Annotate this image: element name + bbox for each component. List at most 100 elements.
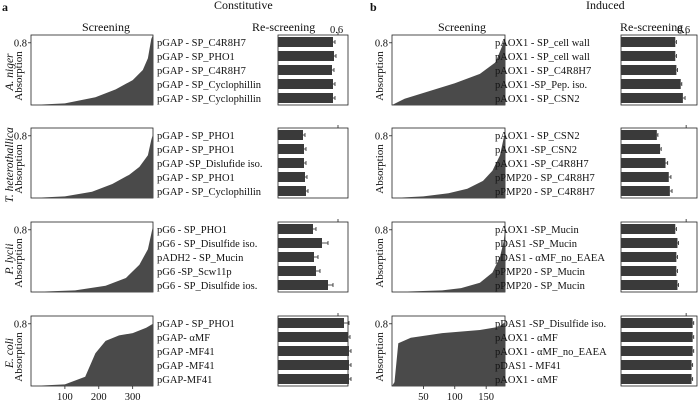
construct-label: pDAS1 - αMF_no_EAEA <box>495 253 605 264</box>
y-tick-label: 0.8 <box>14 131 27 142</box>
rescreen-bar <box>278 144 304 154</box>
y-tick-label: 0.8 <box>375 38 388 49</box>
rescreen-bar <box>278 266 316 276</box>
header-rescreening-right: Re-screening <box>620 20 683 34</box>
construct-label: pG6 -SP_Scw11p <box>157 267 232 278</box>
rescreen-bar <box>278 224 313 234</box>
organism-label-t-heterothallica: T. heterothallica <box>4 127 16 203</box>
y-tick-label: 0.8 <box>375 225 388 236</box>
rescreen-bar <box>621 360 692 370</box>
rescreen-bar <box>278 374 349 384</box>
construct-label: pGAP - SP_Cyclophillin <box>157 80 262 91</box>
y-tick-label: 0.8 <box>14 319 27 330</box>
rescreen-bar <box>278 172 305 182</box>
rescreen-bar <box>278 186 306 196</box>
construct-label: pAOX1 -SP_Pep. iso. <box>495 80 587 91</box>
rescreen-tick-right: 0.6 <box>677 25 690 36</box>
rescreen-bar <box>278 332 348 342</box>
screening-area-right-4 <box>392 322 505 386</box>
screening-area-left-4 <box>31 323 153 386</box>
construct-label: pG6 - SP_PHO1 <box>157 225 227 236</box>
construct-label: pAOX1 - SP_cell wall <box>495 38 590 49</box>
rescreen-bar <box>621 79 681 89</box>
construct-label: pAOX1 - αMF <box>495 333 558 344</box>
construct-label: pPMP20 - SP_Mucin <box>495 267 586 278</box>
header-rescreening-left: Re-screening <box>252 20 315 34</box>
construct-label: pGAP-MF41 <box>157 375 212 386</box>
rescreen-bar <box>621 93 683 103</box>
organism-label-e-coli: E. coli <box>4 338 16 369</box>
rescreen-bar <box>278 130 303 140</box>
rescreen-bar <box>621 252 677 262</box>
rescreen-bar <box>621 238 678 248</box>
construct-label: pGAP -SP_Dislufide iso. <box>157 159 263 170</box>
construct-label: pAOX1 - SP_CSN2 <box>495 94 580 105</box>
rescreen-bar <box>278 65 332 75</box>
screening-area-left-3 <box>31 225 153 292</box>
y-tick-label: 0.8 <box>375 319 388 330</box>
construct-label: pGAP - SP_C4R8H7 <box>157 38 246 49</box>
rescreen-bar <box>621 318 693 328</box>
y-axis-label: Absorption <box>374 332 386 382</box>
y-axis-label: Absorption <box>13 238 25 288</box>
rescreen-bar <box>621 374 692 384</box>
organism-label-p-lycii: P. lycii <box>4 243 16 275</box>
construct-label: pGAP - SP_PHO1 <box>157 173 235 184</box>
rescreen-bar <box>278 280 328 290</box>
rescreen-bar <box>621 346 693 356</box>
construct-label: pAOX1 - αMF <box>495 375 558 386</box>
x-tick-label: 300 <box>125 392 141 403</box>
construct-label: pAOX1 -SP_CSN2 <box>495 145 577 156</box>
construct-label: pAOX1 - SP_cell wall <box>495 52 590 63</box>
rescreen-bar <box>621 280 678 290</box>
y-tick-label: 0.8 <box>375 131 388 142</box>
construct-label: pGAP - SP_PHO1 <box>157 131 235 142</box>
x-tick-label: 50 <box>418 392 429 403</box>
rescreen-tick-left: 0.6 <box>330 25 343 36</box>
construct-label: pG6 - SP_Disulfide iso. <box>157 239 257 250</box>
rescreen-bar <box>278 346 349 356</box>
construct-label: pGAP - SP_C4R8H7 <box>157 66 246 77</box>
construct-label: pAOX1 - αMF_no_EAEA <box>495 347 607 358</box>
rescreen-bar <box>278 318 344 328</box>
construct-label: pGAP- αMF <box>157 333 210 344</box>
y-tick-label: 0.8 <box>14 38 27 49</box>
rescreen-bar <box>278 93 333 103</box>
screening-area-left-1 <box>31 35 153 105</box>
construct-label: pAOX1 - SP_C4R8H7 <box>495 66 591 77</box>
x-tick-label: 200 <box>91 392 107 403</box>
construct-label: pAOX1 -SP_Mucin <box>495 225 579 236</box>
construct-label: pAOX1 - SP_CSN2 <box>495 131 580 142</box>
rescreen-bar <box>278 252 314 262</box>
construct-label: pDAS1 -SP_Mucin <box>495 239 578 250</box>
y-axis-label: Absorption <box>13 332 25 382</box>
construct-label: pGAP - SP_PHO1 <box>157 52 235 63</box>
construct-label: pGAP - SP_Cyclophillin <box>157 187 262 198</box>
rescreen-bar <box>621 172 669 182</box>
construct-label: pGAP - SP_Cyclophillin <box>157 94 262 105</box>
construct-label: pDAS1 -SP_Disulfide iso. <box>495 319 606 330</box>
x-tick-label: 100 <box>447 392 463 403</box>
screening-area-left-2 <box>31 134 153 198</box>
y-axis-label: Absorption <box>374 238 386 288</box>
construct-label: pGAP - SP_PHO1 <box>157 319 235 330</box>
construct-label: pPMP20 - SP_Mucin <box>495 281 586 292</box>
rescreen-bar <box>278 158 304 168</box>
rescreen-bar <box>278 238 322 248</box>
header-screening-right: Screening <box>438 20 486 34</box>
rescreen-bar <box>621 144 661 154</box>
rescreen-bar <box>621 186 670 196</box>
rescreen-bar <box>621 37 676 47</box>
rescreen-bar <box>278 37 333 47</box>
header-screening-left: Screening <box>82 20 130 34</box>
rescreen-bar <box>278 79 333 89</box>
screening-area-right-1 <box>392 36 505 105</box>
rescreen-bar <box>278 360 349 370</box>
x-tick-label: 100 <box>57 392 73 403</box>
construct-label: pGAP - SP_PHO1 <box>157 145 235 156</box>
organism-label-a-niger: A. niger <box>4 53 16 92</box>
y-axis-label: Absorption <box>13 51 25 101</box>
y-axis-label: Absorption <box>13 144 25 194</box>
rescreen-bar <box>621 332 693 342</box>
